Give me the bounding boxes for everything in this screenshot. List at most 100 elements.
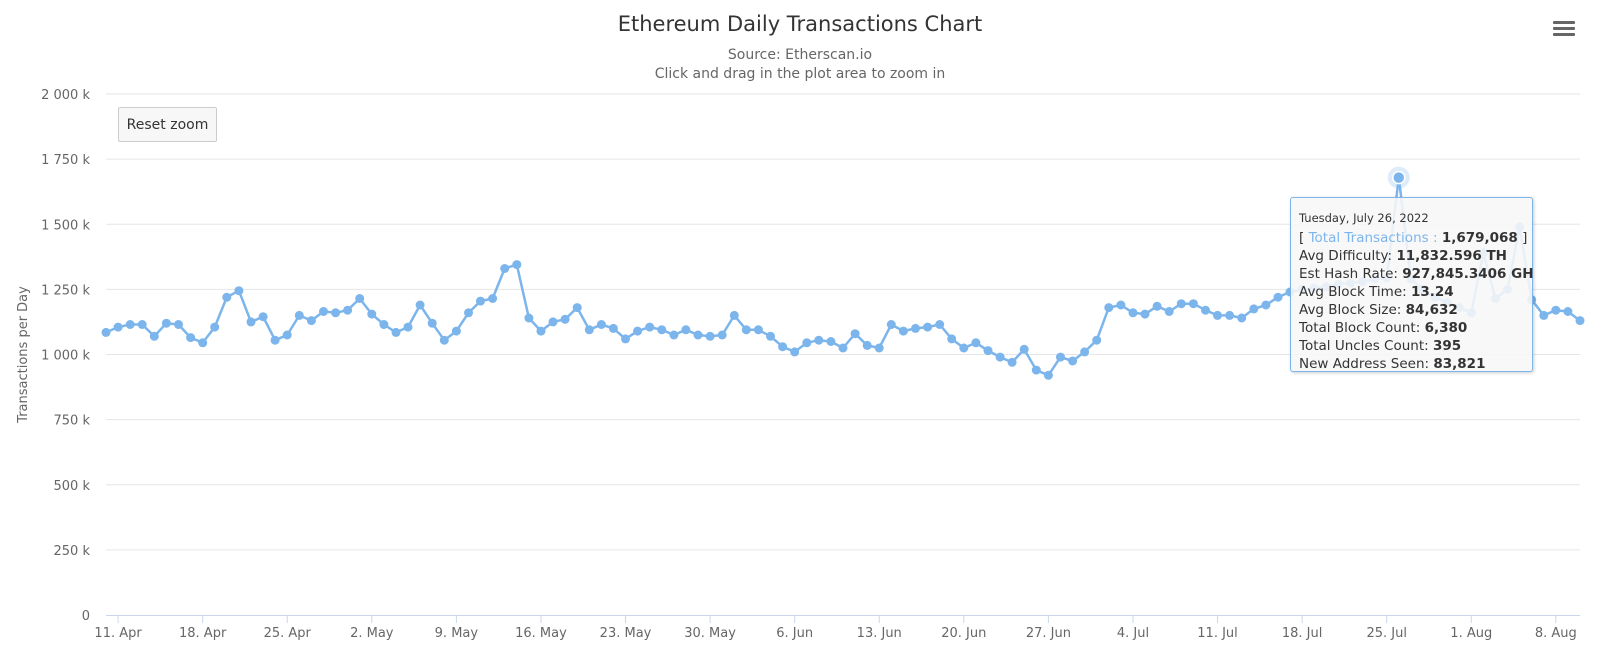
y-axis-title: Transactions per Day (16, 286, 31, 424)
data-point (149, 331, 159, 341)
data-point (1164, 307, 1174, 316)
x-tick-label: 27. Jun (1026, 626, 1071, 641)
tooltip-series-label: Total Transactions : (1308, 230, 1438, 246)
data-point (729, 310, 739, 320)
y-tick-label: 500 k (54, 479, 91, 494)
data-point (1261, 300, 1271, 310)
data-point (802, 338, 812, 348)
x-tick-label: 18. Apr (179, 626, 227, 641)
data-point (596, 320, 606, 329)
data-point (947, 334, 957, 344)
x-tick-label: 25. Jul (1366, 626, 1407, 641)
data-point (1140, 309, 1150, 319)
data-point (862, 340, 872, 350)
data-point (1152, 301, 1162, 311)
data-point (669, 330, 679, 340)
data-point (391, 327, 401, 337)
data-point (814, 335, 824, 345)
data-point (234, 286, 244, 296)
data-point (439, 335, 449, 345)
data-point (983, 346, 993, 356)
x-tick-label: 25. Apr (264, 626, 312, 641)
data-point (778, 342, 788, 352)
data-point (294, 310, 304, 320)
y-tick-label: 750 k (54, 414, 91, 429)
data-point (790, 347, 800, 357)
data-point (717, 330, 727, 340)
data-point (524, 313, 534, 323)
data-point (1068, 356, 1078, 366)
data-point (270, 335, 280, 345)
tooltip-row: Avg Difficulty: 11,832.596 TH (1299, 248, 1507, 264)
data-point (766, 331, 775, 341)
data-point (621, 334, 630, 344)
data-point (476, 296, 485, 306)
data-point (306, 316, 316, 326)
x-tick-label: 8. Aug (1535, 626, 1577, 641)
data-point (451, 326, 461, 336)
data-point (1031, 365, 1041, 375)
y-tick-label: 1 750 k (41, 153, 90, 168)
data-point (113, 322, 123, 332)
data-point (681, 325, 691, 335)
tooltip-series-value: 1,679,068 (1441, 230, 1518, 246)
x-tick-label: 4. Jul (1117, 626, 1149, 641)
data-point (838, 343, 848, 353)
y-tick-label: 2 000 k (41, 88, 90, 103)
data-point (959, 343, 969, 353)
data-point (995, 352, 1005, 362)
data-point (898, 326, 908, 336)
data-point (1249, 304, 1259, 314)
data-point (1019, 344, 1029, 354)
data-point (1104, 303, 1114, 313)
reset-zoom-button[interactable]: Reset zoom (118, 107, 217, 142)
data-point (222, 292, 232, 302)
data-point (1551, 305, 1561, 315)
data-point (282, 330, 292, 340)
x-tick-label: 11. Jul (1197, 626, 1238, 641)
data-point (536, 326, 546, 336)
data-point (1188, 299, 1198, 309)
data-point (512, 260, 522, 270)
x-tick-label: 30. May (684, 626, 736, 641)
data-point (125, 320, 135, 329)
chart-subtitle-hint: Click and drag in the plot area to zoom … (654, 66, 946, 82)
data-point (1007, 357, 1017, 367)
tooltip-row: New Address Seen: 83,821 (1299, 356, 1486, 372)
data-point (1043, 370, 1053, 380)
data-point (705, 331, 715, 341)
data-point (246, 317, 256, 327)
data-point (379, 320, 389, 329)
data-point (753, 325, 763, 335)
y-tick-label: 1 500 k (41, 218, 90, 233)
data-point (1116, 300, 1126, 310)
data-point (874, 343, 884, 353)
data-point (488, 294, 498, 303)
x-tick-label: 11. Apr (94, 626, 142, 641)
data-point (1575, 316, 1585, 326)
tooltip-date: Tuesday, July 26, 2022 (1299, 211, 1429, 225)
tooltip-row: Avg Block Time: 13.24 (1299, 284, 1454, 300)
chart-title: Ethereum Daily Transactions Chart (617, 12, 983, 36)
data-point (186, 333, 196, 343)
data-point (1176, 299, 1186, 309)
data-point (1092, 335, 1102, 345)
x-tick-label: 20. Jun (941, 626, 986, 641)
data-point (343, 305, 353, 315)
data-point (1056, 352, 1065, 362)
data-point (464, 308, 473, 318)
data-point (693, 330, 703, 340)
x-axis: 11. Apr 18. Apr 25. Apr 2. May 9. May 16. May… (94, 615, 1580, 641)
x-tick-label: 13. Jun (857, 626, 902, 641)
data-point (331, 308, 341, 318)
data-point (633, 326, 643, 336)
data-point (1128, 308, 1138, 318)
data-point (258, 312, 268, 322)
data-point (1080, 347, 1090, 357)
hamburger-menu-icon[interactable] (1550, 18, 1578, 42)
data-point (572, 303, 582, 313)
data-point (911, 323, 920, 333)
data-point (850, 329, 860, 339)
data-point (355, 294, 365, 303)
y-axis: 0 250 k 500 k 750 k 1 000 k 1 250 k 1 500 k 1 7… (16, 88, 90, 624)
